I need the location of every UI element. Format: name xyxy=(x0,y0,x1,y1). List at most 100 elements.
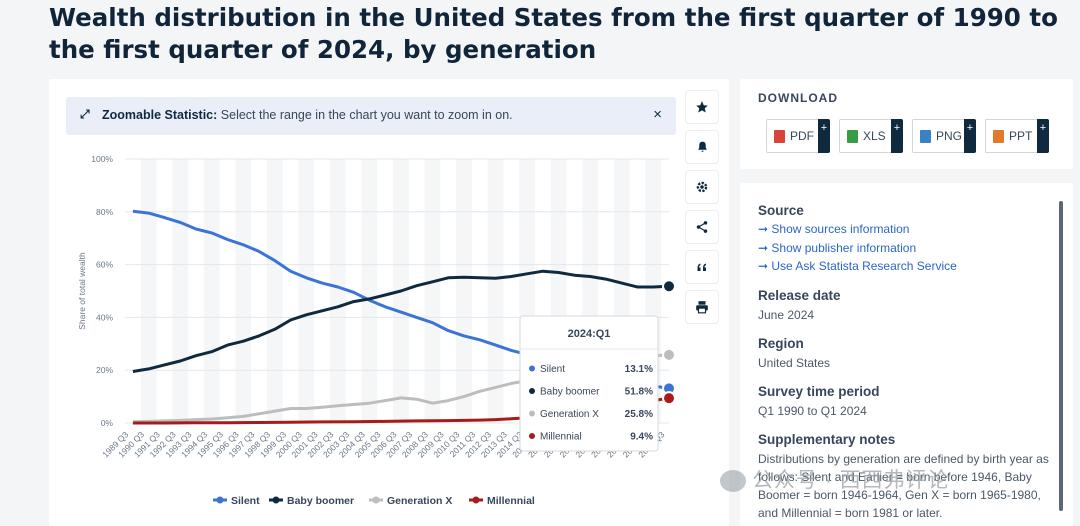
tooltip-marker xyxy=(529,410,535,417)
column-band xyxy=(456,159,472,423)
tooltip-series-value: 13.1% xyxy=(625,364,653,375)
y-axis-label: Share of total wealth xyxy=(77,252,87,330)
end-marker-generation-x xyxy=(662,347,676,362)
gear-icon[interactable] xyxy=(686,171,718,203)
legend-label: Generation X xyxy=(387,495,452,507)
ask-statista-link[interactable]: ➞ Use Ask Statista Research Service xyxy=(758,259,957,273)
watermark: 公众号 · 西西弗评论 xyxy=(720,464,950,494)
download-xls-label: XLS xyxy=(863,129,886,143)
column-band xyxy=(172,159,189,423)
page-title: Wealth distribution in the United States… xyxy=(49,3,1058,64)
column-band xyxy=(424,159,441,423)
scrollbar[interactable] xyxy=(1059,201,1063,511)
notes-text: Distributions by generation are defined … xyxy=(758,452,1049,520)
legend: Silent Baby boomer Generation X Millennial xyxy=(213,495,535,507)
y-tick-label: 80% xyxy=(96,207,113,217)
pdf-plus-icon[interactable]: + xyxy=(818,119,830,153)
info-panel: Source ➞ Show sources information ➞ Show… xyxy=(740,183,1073,526)
show-publisher-link[interactable]: ➞ Show publisher information xyxy=(758,241,917,255)
ppt-file-icon xyxy=(993,129,1004,143)
tooltip-series-name: Baby boomer xyxy=(540,387,600,398)
zoom-icon: ⤢ xyxy=(80,107,90,121)
png-plus-icon[interactable]: + xyxy=(964,119,976,153)
end-marker-millennial xyxy=(662,391,676,406)
column-band xyxy=(235,159,252,423)
ask-statista-label: Use Ask Statista Research Service xyxy=(771,259,957,273)
region-value: United States xyxy=(758,356,831,370)
column-band xyxy=(487,159,504,423)
tooltip-marker xyxy=(529,433,535,439)
chart-card: ⤢ Zoomable Statistic: Select the range i… xyxy=(49,79,729,526)
tooltip-series-name: Millennial xyxy=(540,432,582,443)
bell-icon[interactable] xyxy=(686,131,718,163)
survey-period-value: Q1 1990 to Q1 2024 xyxy=(758,404,867,418)
legend-marker xyxy=(372,496,380,504)
tooltip-series-value: 51.8% xyxy=(625,387,653,398)
release-date-title: Release date xyxy=(758,288,841,303)
y-tick-label: 60% xyxy=(96,260,113,270)
tooltip-series-name: Generation X xyxy=(540,409,599,420)
download-xls-button[interactable]: XLS + xyxy=(839,119,903,153)
zoom-banner: ⤢ Zoomable Statistic: Select the range i… xyxy=(66,97,676,135)
download-ppt-button[interactable]: PPT + xyxy=(985,119,1049,153)
y-tick-label: 20% xyxy=(96,365,113,375)
ppt-plus-icon[interactable]: + xyxy=(1037,119,1049,153)
legend-label: Silent xyxy=(231,495,260,507)
quote-icon[interactable] xyxy=(686,251,718,283)
show-sources-label: Show sources information xyxy=(771,222,910,236)
download-png-button[interactable]: PNG + xyxy=(912,119,976,153)
png-file-icon xyxy=(920,129,931,143)
wechat-icon xyxy=(720,470,746,493)
download-pdf-button[interactable]: PDF + xyxy=(766,119,830,153)
y-tick-label: 0% xyxy=(101,418,114,428)
series-line-baby-boomer xyxy=(132,269,670,373)
legend-marker xyxy=(216,496,224,504)
column-band xyxy=(203,159,220,423)
region-title: Region xyxy=(758,336,804,351)
tooltip-box xyxy=(519,315,659,452)
xls-file-icon xyxy=(847,129,858,143)
tooltip-marker xyxy=(529,365,535,372)
legend-label: Baby boomer xyxy=(287,495,354,507)
print-icon[interactable] xyxy=(686,291,718,323)
tooltip-series-value: 9.4% xyxy=(630,432,653,443)
column-band xyxy=(140,159,157,423)
share-icon[interactable] xyxy=(686,211,718,243)
notes-title: Supplementary notes xyxy=(758,432,896,447)
tooltip-series-name: Silent xyxy=(540,364,565,375)
y-tick-label: 100% xyxy=(91,154,113,164)
source-title: Source xyxy=(758,203,804,218)
legend-label: Millennial xyxy=(487,495,535,507)
zoom-text: Zoomable Statistic: Select the range in … xyxy=(102,108,513,122)
column-band xyxy=(361,159,378,423)
release-date-value: June 2024 xyxy=(758,308,815,322)
download-png-label: PNG xyxy=(936,129,963,143)
line-chart[interactable]: 0% 20% 40% 60% 80% 100% Share of total wealth 1… xyxy=(49,79,729,526)
show-publisher-label: Show publisher information xyxy=(771,241,917,255)
close-icon[interactable]: × xyxy=(653,106,662,123)
watermark-text: 公众号 · 西西弗评论 xyxy=(752,469,950,492)
chart-toolbar xyxy=(686,91,718,331)
tooltip-series-value: 25.8% xyxy=(625,409,653,420)
star-icon[interactable] xyxy=(686,91,718,123)
legend-marker xyxy=(472,496,480,504)
xls-plus-icon[interactable]: + xyxy=(891,119,903,153)
column-band xyxy=(329,159,346,423)
tooltip-marker xyxy=(529,388,535,394)
download-ppt-label: PPT xyxy=(1009,129,1033,143)
pdf-file-icon xyxy=(774,129,785,143)
download-pdf-label: PDF xyxy=(790,129,814,143)
tooltip: 2024:Q1 Silent 13.1% Baby boomer 51.8% Genera… xyxy=(519,315,659,452)
show-sources-link[interactable]: ➞ Show sources information xyxy=(758,222,910,236)
download-title: DOWNLOAD xyxy=(758,91,838,105)
column-band xyxy=(298,159,315,423)
end-marker-baby-boomer xyxy=(662,279,676,294)
y-tick-label: 40% xyxy=(96,312,113,322)
column-band xyxy=(266,159,283,423)
legend-marker xyxy=(272,496,280,504)
download-panel: DOWNLOAD PDF + XLS + PNG + PPT + xyxy=(740,79,1073,169)
tooltip-title: 2024:Q1 xyxy=(568,328,611,340)
zoom-description: Select the range in the chart you want t… xyxy=(220,108,513,122)
zoom-label: Zoomable Statistic: xyxy=(102,108,218,122)
survey-period-title: Survey time period xyxy=(758,384,880,399)
